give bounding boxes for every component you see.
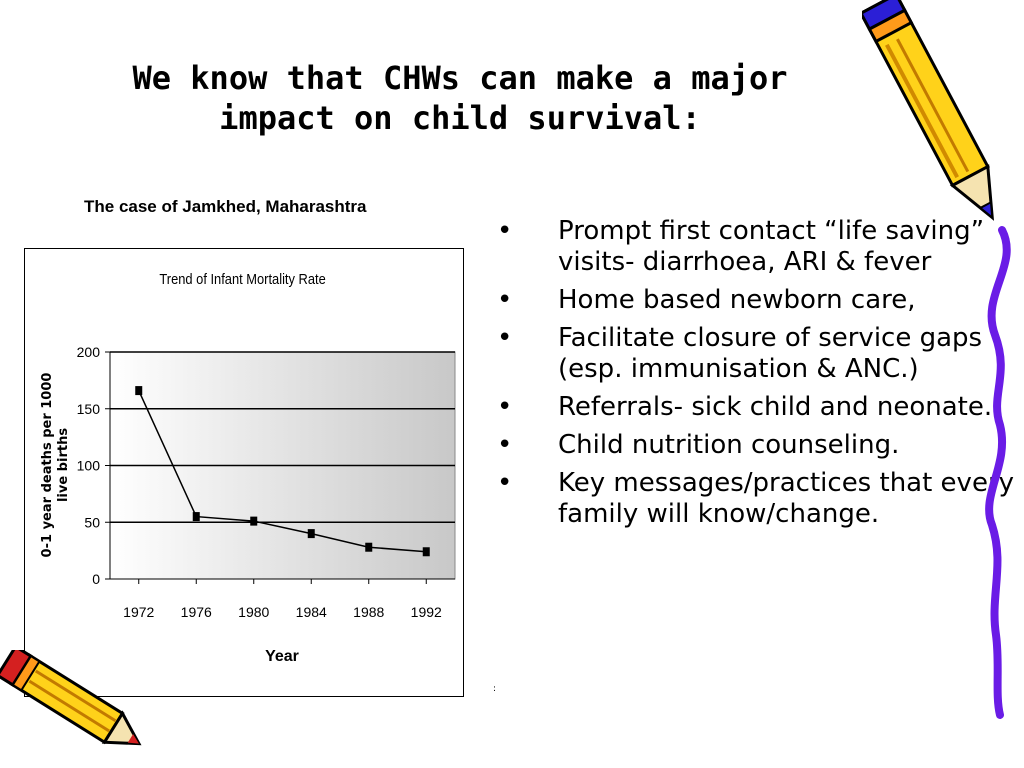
y-axis-label-line: 0-1 year deaths per 1000	[40, 373, 55, 558]
bullet-marker: •	[497, 430, 513, 460]
bullet-marker: •	[497, 285, 513, 315]
x-tick-label: 1972	[123, 604, 154, 620]
slide-title: We know that CHWs can make a major impac…	[132, 59, 788, 137]
y-tick-label: 50	[84, 514, 100, 530]
y-axis-label: 0-1 year deaths per 1000live births	[40, 373, 71, 558]
x-tick-label: 1988	[353, 604, 384, 620]
bullet-text: Referrals- sick child and neonate.	[558, 392, 993, 422]
data-point-marker	[422, 547, 430, 557]
bullet-marker: •	[497, 216, 513, 246]
data-point-marker	[250, 516, 258, 526]
x-tick-label: 1980	[238, 604, 269, 620]
y-tick-label: 100	[77, 458, 101, 474]
y-tick-label: 0	[92, 571, 100, 587]
bullet-item: • Facilitate closure of service gaps (esp…	[497, 323, 1017, 385]
bullet-marker: •	[497, 392, 513, 422]
bullet-text: Key messages/practices that every family…	[558, 468, 1015, 529]
bullet-text: Facilitate closure of service gaps (esp.…	[558, 323, 983, 384]
data-point-marker	[135, 386, 143, 396]
series-line	[138, 390, 427, 553]
bullet-text: Prompt first contact “life saving” visit…	[558, 216, 985, 277]
bullet-marker: •	[497, 323, 513, 353]
bullet-item: • Prompt first contact “life saving” visi…	[497, 216, 1017, 278]
bullet-item: • Key messages/practices that every famil…	[497, 468, 1017, 530]
bullet-text: Child nutrition counseling.	[558, 430, 900, 460]
bullet-text: Home based newborn care,	[558, 285, 916, 315]
slide-subtitle: The case of Jamkhed, Maharashtra	[84, 197, 367, 216]
chart-title: Trend of Infant Mortality Rate	[159, 270, 326, 287]
bullet-list: • Prompt first contact “life saving” visi…	[497, 216, 1017, 537]
bullet-item: • Home based newborn care,	[497, 285, 1017, 316]
y-axis-label-line: live births	[56, 428, 71, 502]
y-tick-label: 200	[77, 344, 101, 360]
y-tick-label: 150	[77, 401, 101, 417]
bullet-item: • Child nutrition counseling.	[497, 430, 1017, 461]
x-tick-label: 1992	[411, 604, 442, 620]
chart-container: Trend of Infant Mortality Rate 0-1 year …	[24, 248, 464, 697]
bullet-marker: •	[497, 468, 513, 498]
footnote-mark: :	[493, 684, 497, 694]
data-point-marker	[192, 512, 200, 522]
data-point-marker	[307, 529, 315, 539]
data-point-marker	[365, 542, 373, 552]
pencil-icon-top-right	[862, 0, 995, 221]
x-axis-label: Year	[265, 648, 299, 665]
x-tick-label: 1976	[181, 604, 212, 620]
pencil-icon-bottom-left	[0, 650, 142, 746]
imr-line-chart: Trend of Infant Mortality Rate 0-1 year …	[40, 270, 456, 665]
bullet-item: • Referrals- sick child and neonate.	[497, 392, 1017, 423]
x-tick-label: 1984	[296, 604, 327, 620]
squiggle-line-right	[985, 226, 1011, 719]
